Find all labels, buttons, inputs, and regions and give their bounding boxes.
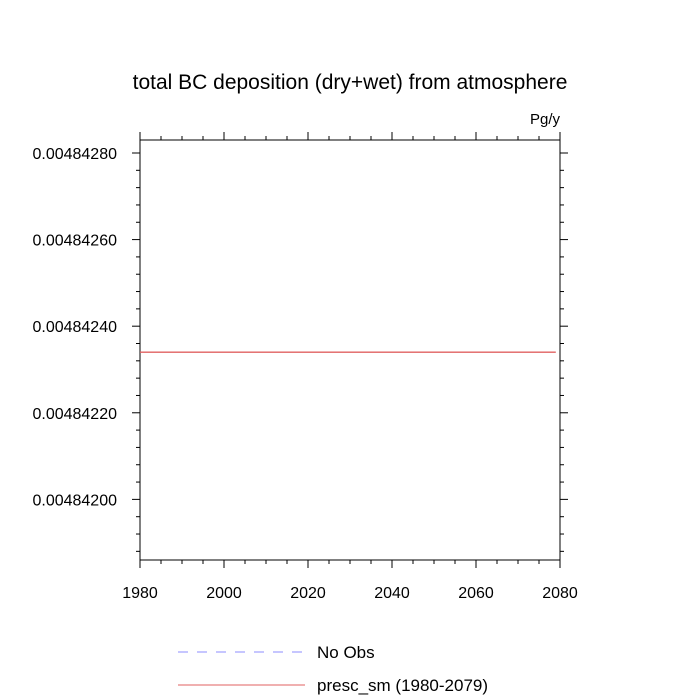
plot-frame [139, 139, 561, 561]
legend: No Obs presc_sm (1980-2079) [178, 643, 488, 695]
legend-label: presc_sm (1980-2079) [317, 676, 488, 695]
y-tick-label: 0.00484200 [32, 492, 117, 509]
y-tick-label: 0.00484260 [32, 233, 117, 250]
x-tick-label: 2060 [458, 585, 494, 602]
units-label: Pg/y [530, 111, 561, 128]
x-axis: 1980 2000 2020 2040 2060 2080 [122, 132, 578, 602]
x-tick-label: 2040 [374, 585, 410, 602]
legend-label: No Obs [317, 643, 375, 662]
y-axis: 0.00484200 0.00484220 0.00484240 0.00484260… [32, 146, 568, 552]
y-tick-label: 0.00484220 [32, 406, 117, 423]
plot-area [139, 139, 561, 561]
x-tick-label: 2000 [206, 585, 242, 602]
chart-title: total BC deposition (dry+wet) from atmos… [133, 71, 568, 94]
y-tick-label: 0.00484280 [32, 146, 117, 163]
x-tick-label: 2080 [542, 585, 578, 602]
x-tick-label: 1980 [122, 585, 158, 602]
x-tick-label: 2020 [290, 585, 326, 602]
y-tick-label: 0.00484240 [32, 319, 117, 336]
